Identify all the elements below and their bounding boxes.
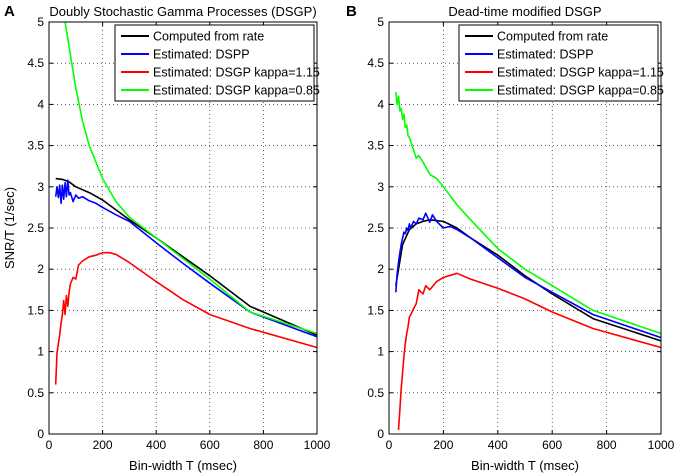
- legend-label: Computed from rate: [153, 30, 264, 44]
- legend-label: Estimated: DSPP: [497, 48, 594, 62]
- series-line-estimated-dsgp-kappa-1-15: [54, 251, 318, 385]
- x-tick-label: 600: [542, 438, 562, 452]
- legend-label: Estimated: DSGP kappa=0.85: [497, 84, 664, 98]
- legend-box: [458, 24, 659, 102]
- panel-b: 0 200 400 600 800 1000 0 0.5 1 1.5 2 2.5 3 3.5 4 4.5 5 De…: [346, 3, 675, 473]
- x-tick-label: 600: [200, 438, 220, 452]
- y-tick-label: 1.5: [367, 303, 384, 317]
- x-tick-label: 1000: [648, 438, 675, 452]
- x-tick-label: 200: [93, 438, 113, 452]
- chart-title: Dead-time modified DSGP: [448, 4, 601, 19]
- y-tick-label: 3.5: [367, 139, 384, 153]
- series-line-estimated-dsgp-kappa-0-85: [64, 21, 318, 335]
- y-tick-label: 0.5: [27, 386, 44, 400]
- legend: Computed from rate Estimated: DSPP Estimat…: [458, 24, 664, 102]
- legend-item: Estimated: DSGP kappa=1.15: [465, 66, 664, 80]
- series-line-estimated-dspp: [395, 212, 662, 339]
- y-tick-label: 4.5: [27, 56, 44, 70]
- y-tick-label: 3: [37, 180, 44, 194]
- panel-label: B: [346, 3, 357, 20]
- legend-label: Estimated: DSPP: [153, 48, 250, 62]
- series-line-estimated-dspp: [54, 179, 318, 338]
- x-tick-label: 0: [46, 438, 53, 452]
- y-tick-label: 5: [37, 15, 44, 29]
- legend-item: Computed from rate: [121, 30, 264, 44]
- legend-label: Computed from rate: [497, 30, 608, 44]
- legend-item: Computed from rate: [465, 30, 608, 44]
- legend-label: Estimated: DSGP kappa=1.15: [153, 66, 320, 80]
- x-axis-label: Bin-width T (msec): [129, 458, 237, 473]
- y-tick-label: 3: [377, 180, 384, 194]
- legend-label: Estimated: DSGP kappa=1.15: [497, 66, 664, 80]
- legend-box: [114, 24, 315, 102]
- series-line-estimated-dsgp-kappa-1-15: [397, 272, 662, 430]
- x-tick-label: 0: [386, 438, 393, 452]
- x-tick-label: 1000: [304, 438, 331, 452]
- chart-title: Doubly Stochastic Gamma Processes (DSGP): [49, 4, 316, 19]
- legend-item: Estimated: DSPP: [121, 48, 250, 62]
- series-line-estimated-dsgp-kappa-0-85: [395, 91, 662, 335]
- y-tick-label: 4.5: [367, 56, 384, 70]
- y-tick-label: 3.5: [27, 139, 44, 153]
- legend-label: Estimated: DSGP kappa=0.85: [153, 84, 320, 98]
- x-axis-label: Bin-width T (msec): [471, 458, 579, 473]
- x-tick-label: 800: [253, 438, 273, 452]
- y-tick-label: 2: [37, 262, 44, 276]
- panel-a: 0 200 400 600 800 1000 0 0.5 1 1.5 2 2.5 3 3.5 4 4.5 5 Do…: [2, 3, 331, 473]
- legend-item: Estimated: DSGP kappa=0.85: [121, 84, 320, 98]
- y-tick-label: 0: [37, 427, 44, 441]
- y-tick-label: 1: [37, 345, 44, 359]
- x-tick-label: 400: [488, 438, 508, 452]
- x-tick-label: 200: [433, 438, 453, 452]
- y-tick-label: 4: [377, 97, 384, 111]
- legend: Computed from rate Estimated: DSPP Estimat…: [114, 24, 320, 102]
- y-tick-label: 5: [377, 15, 384, 29]
- y-tick-label: 2.5: [367, 221, 384, 235]
- y-tick-label: 2: [377, 262, 384, 276]
- y-axis-label: SNR/T (1/sec): [2, 187, 17, 269]
- y-tick-label: 2.5: [27, 221, 44, 235]
- x-tick-label: 800: [597, 438, 617, 452]
- legend-item: Estimated: DSGP kappa=1.15: [121, 66, 320, 80]
- x-tick-label: 400: [146, 438, 166, 452]
- legend-item: Estimated: DSGP kappa=0.85: [465, 84, 664, 98]
- panel-label: A: [4, 3, 15, 20]
- y-tick-label: 4: [37, 97, 44, 111]
- y-tick-label: 1.5: [27, 303, 44, 317]
- y-tick-label: 0: [377, 427, 384, 441]
- legend-item: Estimated: DSPP: [465, 48, 594, 62]
- y-tick-label: 0.5: [367, 386, 384, 400]
- y-tick-label: 1: [377, 345, 384, 359]
